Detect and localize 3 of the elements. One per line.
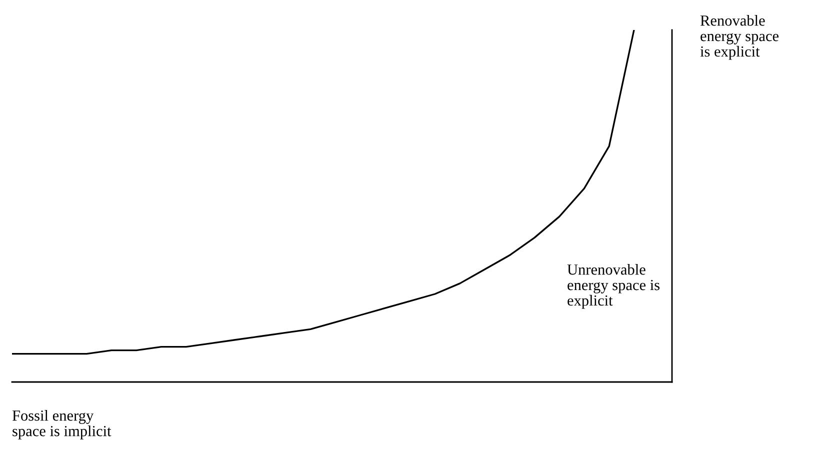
annotation: Unrenovable energy space is explicit <box>567 264 660 309</box>
text: Fossil energy space is implicit <box>12 410 112 440</box>
text: Renovable energy space is explicit <box>700 15 779 60</box>
